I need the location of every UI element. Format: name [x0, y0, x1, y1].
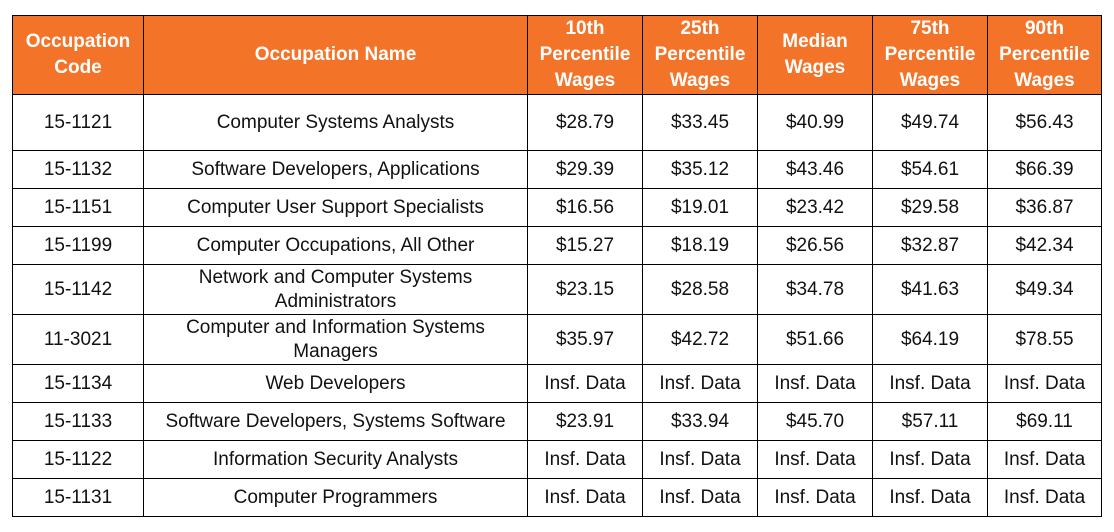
table-row: 15-1132 Software Developers, Application…	[12, 150, 1102, 189]
cell-name: Computer Systems Analysts	[143, 94, 528, 151]
cell-p10: $16.56	[527, 188, 643, 227]
cell-p75: $41.63	[872, 264, 988, 315]
cell-p75: Insf. Data	[872, 364, 988, 403]
table-row: 15-1121 Computer Systems Analysts $28.79…	[12, 94, 1102, 151]
header-row: Occupation Code Occupation Name 10th Per…	[12, 15, 1102, 95]
table-row: 15-1122 Information Security Analysts In…	[12, 440, 1102, 479]
cell-p10: $29.39	[527, 150, 643, 189]
header-10th-percentile: 10th Percentile Wages	[527, 15, 643, 95]
cell-median: $23.42	[757, 188, 873, 227]
cell-p10: $28.79	[527, 94, 643, 151]
header-occupation-code: Occupation Code	[12, 15, 144, 95]
header-90th-percentile: 90th Percentile Wages	[987, 15, 1102, 95]
header-75th-percentile: 75th Percentile Wages	[872, 15, 988, 95]
cell-p75: Insf. Data	[872, 440, 988, 479]
cell-p10: $15.27	[527, 226, 643, 265]
cell-p25: $33.94	[642, 402, 758, 441]
cell-p25: $28.58	[642, 264, 758, 315]
cell-median: $26.56	[757, 226, 873, 265]
cell-p90: Insf. Data	[987, 440, 1102, 479]
cell-code: 15-1199	[12, 226, 144, 265]
cell-p90: $49.34	[987, 264, 1102, 315]
cell-code: 15-1122	[12, 440, 144, 479]
cell-name: Software Developers, Applications	[143, 150, 528, 189]
cell-p75: Insf. Data	[872, 478, 988, 517]
table-header: Occupation Code Occupation Name 10th Per…	[12, 15, 1102, 95]
cell-name: Network and Computer Systems Administrat…	[143, 264, 528, 315]
cell-p90: Insf. Data	[987, 478, 1102, 517]
table-row: 15-1142 Network and Computer Systems Adm…	[12, 264, 1102, 315]
cell-p75: $29.58	[872, 188, 988, 227]
table-row: 15-1131 Computer Programmers Insf. Data …	[12, 478, 1102, 517]
cell-p90: $36.87	[987, 188, 1102, 227]
cell-code: 15-1121	[12, 94, 144, 151]
cell-median: $43.46	[757, 150, 873, 189]
cell-median: $34.78	[757, 264, 873, 315]
cell-code: 15-1132	[12, 150, 144, 189]
cell-p10: $23.91	[527, 402, 643, 441]
table-row: 11-3021 Computer and Information Systems…	[12, 314, 1102, 365]
cell-code: 15-1151	[12, 188, 144, 227]
cell-median: Insf. Data	[757, 478, 873, 517]
header-median: Median Wages	[757, 15, 873, 95]
cell-p25: $42.72	[642, 314, 758, 365]
table-row: 15-1134 Web Developers Insf. Data Insf. …	[12, 364, 1102, 403]
cell-p25: $33.45	[642, 94, 758, 151]
cell-name: Information Security Analysts	[143, 440, 528, 479]
cell-p25: Insf. Data	[642, 478, 758, 517]
cell-median: $45.70	[757, 402, 873, 441]
cell-code: 15-1142	[12, 264, 144, 315]
cell-p90: $69.11	[987, 402, 1102, 441]
cell-p75: $32.87	[872, 226, 988, 265]
cell-name: Computer Programmers	[143, 478, 528, 517]
cell-name: Computer and Information Systems Manager…	[143, 314, 528, 365]
cell-name: Computer Occupations, All Other	[143, 226, 528, 265]
cell-p25: $18.19	[642, 226, 758, 265]
cell-p10: $35.97	[527, 314, 643, 365]
cell-code: 11-3021	[12, 314, 144, 365]
cell-p10: Insf. Data	[527, 364, 643, 403]
table-row: 15-1199 Computer Occupations, All Other …	[12, 226, 1102, 265]
header-25th-percentile: 25th Percentile Wages	[642, 15, 758, 95]
cell-p75: $57.11	[872, 402, 988, 441]
table-body: 15-1121 Computer Systems Analysts $28.79…	[12, 94, 1102, 517]
cell-p25: $19.01	[642, 188, 758, 227]
cell-p90: $66.39	[987, 150, 1102, 189]
cell-p75: $54.61	[872, 150, 988, 189]
wages-table: Occupation Code Occupation Name 10th Per…	[12, 15, 1102, 517]
cell-name: Web Developers	[143, 364, 528, 403]
cell-median: Insf. Data	[757, 440, 873, 479]
cell-p90: $78.55	[987, 314, 1102, 365]
cell-p25: Insf. Data	[642, 364, 758, 403]
cell-p90: $42.34	[987, 226, 1102, 265]
cell-p25: $35.12	[642, 150, 758, 189]
cell-p90: $56.43	[987, 94, 1102, 151]
cell-code: 15-1133	[12, 402, 144, 441]
cell-name: Computer User Support Specialists	[143, 188, 528, 227]
cell-median: $40.99	[757, 94, 873, 151]
table-row: 15-1151 Computer User Support Specialist…	[12, 188, 1102, 227]
cell-p10: Insf. Data	[527, 440, 643, 479]
cell-p90: Insf. Data	[987, 364, 1102, 403]
cell-median: $51.66	[757, 314, 873, 365]
cell-median: Insf. Data	[757, 364, 873, 403]
cell-p25: Insf. Data	[642, 440, 758, 479]
cell-code: 15-1131	[12, 478, 144, 517]
cell-p10: $23.15	[527, 264, 643, 315]
header-occupation-name: Occupation Name	[143, 15, 528, 95]
cell-name: Software Developers, Systems Software	[143, 402, 528, 441]
cell-p10: Insf. Data	[527, 478, 643, 517]
cell-p75: $49.74	[872, 94, 988, 151]
table-row: 15-1133 Software Developers, Systems Sof…	[12, 402, 1102, 441]
cell-p75: $64.19	[872, 314, 988, 365]
cell-code: 15-1134	[12, 364, 144, 403]
